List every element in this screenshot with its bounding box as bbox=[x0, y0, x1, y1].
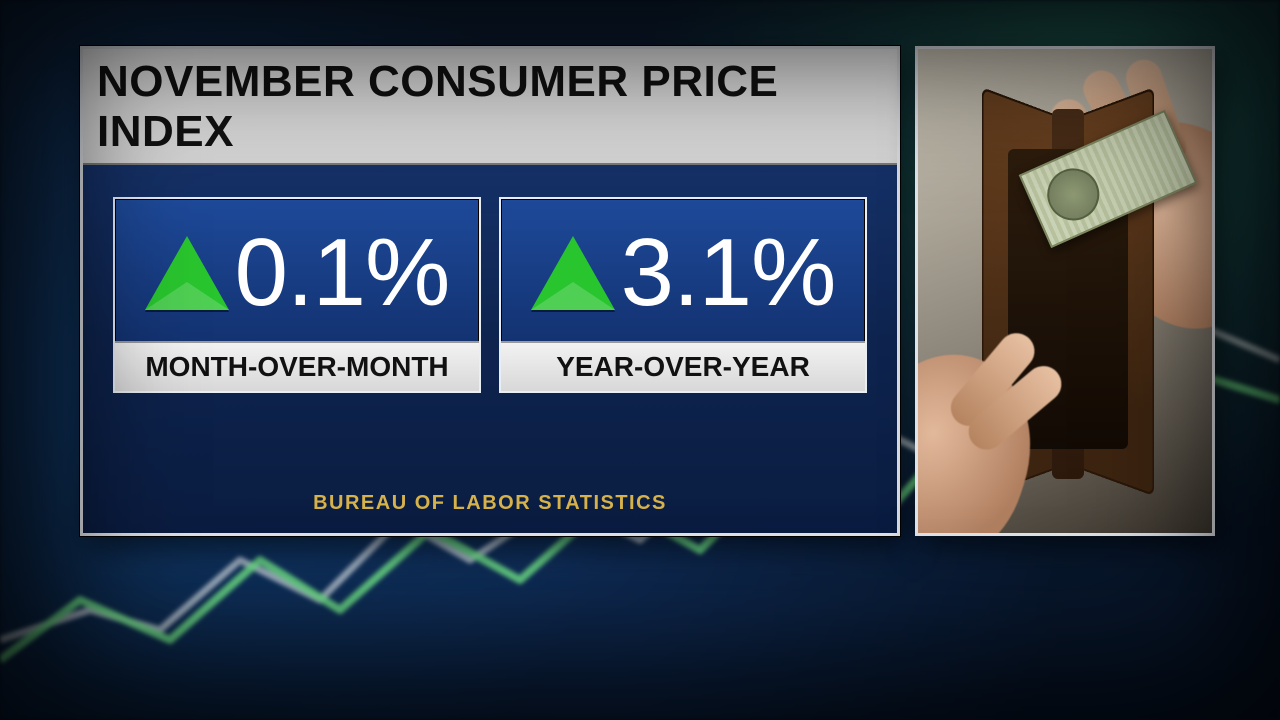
stat-label: MONTH-OVER-MONTH bbox=[115, 341, 479, 391]
stat-month-over-month: 0.1% MONTH-OVER-MONTH bbox=[113, 197, 481, 393]
cpi-panel: NOVEMBER CONSUMER PRICE INDEX 0.1% MONTH… bbox=[80, 46, 900, 536]
stat-value-box: 3.1% bbox=[501, 199, 865, 341]
stat-value: 0.1% bbox=[235, 225, 450, 321]
stat-value: 3.1% bbox=[621, 225, 836, 321]
panel-title: NOVEMBER CONSUMER PRICE INDEX bbox=[83, 49, 897, 165]
side-wallet-image bbox=[915, 46, 1215, 536]
stat-value-box: 0.1% bbox=[115, 199, 479, 341]
stat-year-over-year: 3.1% YEAR-OVER-YEAR bbox=[499, 197, 867, 393]
source-attribution: BUREAU OF LABOR STATISTICS bbox=[83, 492, 897, 515]
stat-label: YEAR-OVER-YEAR bbox=[501, 341, 865, 391]
up-triangle-icon bbox=[531, 236, 615, 310]
up-triangle-icon bbox=[145, 236, 229, 310]
stats-row: 0.1% MONTH-OVER-MONTH 3.1% YEAR-OVER-YEA… bbox=[83, 165, 897, 405]
